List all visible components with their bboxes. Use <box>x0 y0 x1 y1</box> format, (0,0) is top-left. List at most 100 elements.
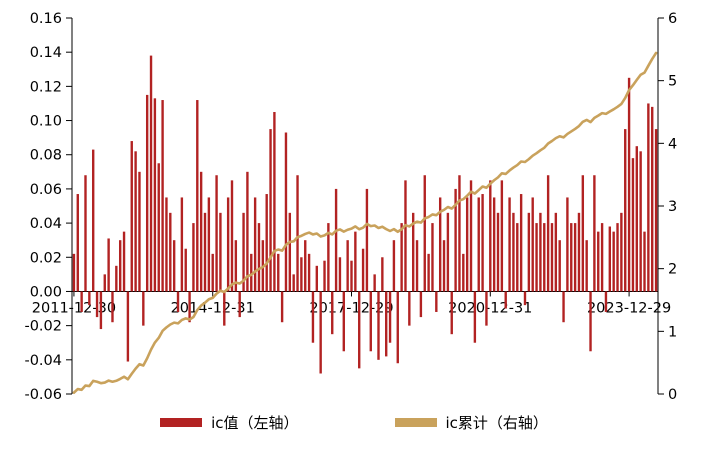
ic-bar <box>157 163 160 292</box>
left-axis-tick-label: 0.06 <box>30 182 62 198</box>
ic-bar <box>385 291 388 357</box>
ic-bar <box>423 175 426 292</box>
ic-bar <box>315 265 319 292</box>
ic-bar <box>142 291 145 326</box>
ic-bar <box>558 240 561 292</box>
ic-bar <box>597 231 600 292</box>
ic-bar <box>277 253 280 292</box>
ic-bar <box>365 188 369 292</box>
ic-bar <box>149 55 153 292</box>
ic-bar <box>585 240 588 292</box>
ic-bar <box>307 253 311 292</box>
ic-bar <box>107 238 110 292</box>
ic-bar <box>199 171 203 292</box>
ic-bar <box>250 253 253 292</box>
ic-bar <box>257 223 261 292</box>
left-axis-tick-label: 0.08 <box>30 148 62 164</box>
ic-bar <box>624 129 627 292</box>
ic-bar <box>392 240 396 292</box>
ic-bar <box>350 260 353 292</box>
ic-bar <box>504 291 507 309</box>
ic-bar <box>134 151 137 292</box>
ic-bar <box>604 291 608 312</box>
ic-bar <box>300 257 303 292</box>
ic-bar <box>253 197 257 292</box>
ic-bar <box>404 180 407 292</box>
ic-bar <box>122 231 126 292</box>
ic-bar <box>573 223 577 292</box>
ic-bar <box>608 226 612 292</box>
ic-bar <box>419 291 423 318</box>
ic-bar <box>485 291 488 326</box>
ic-bar <box>354 231 357 292</box>
ic-bar <box>223 291 226 326</box>
ic-bar <box>118 240 122 292</box>
ic-bar <box>207 197 211 292</box>
ic-bar <box>130 141 133 292</box>
x-axis-tick-label: 2017-12-29 <box>309 300 393 316</box>
ic-bar <box>477 197 480 292</box>
right-axis-tick-label: 3 <box>668 199 677 215</box>
ic-bar <box>481 194 484 292</box>
ic-bar <box>196 100 199 292</box>
ic-bar <box>226 197 230 292</box>
ic-cumulative-swatch <box>394 418 437 427</box>
ic-bar <box>72 253 76 292</box>
ic-bar <box>126 291 130 362</box>
ic-bar <box>516 223 519 292</box>
ic-bar <box>651 106 654 292</box>
ic-bar <box>211 253 214 292</box>
ic-bar <box>273 112 276 292</box>
ic-bar <box>639 151 642 292</box>
ic-bar <box>450 291 453 335</box>
ic-bar <box>462 253 465 292</box>
ic-bar <box>145 94 149 292</box>
legend-label-ic-value: ic值（左轴） <box>211 414 299 432</box>
ic-bar <box>523 291 527 306</box>
left-axis-tick-label: 0.00 <box>30 284 62 300</box>
ic-bar <box>627 77 631 292</box>
ic-bar <box>438 197 442 292</box>
ic-bar <box>269 129 272 292</box>
ic-bar <box>180 197 184 292</box>
ic-bar <box>500 180 504 292</box>
ic-bar <box>115 265 118 292</box>
ic-bar <box>80 291 83 312</box>
x-axis-tick-label: 2011-12-30 <box>32 300 116 316</box>
ic-bar <box>654 129 658 292</box>
ic-bar <box>265 194 268 292</box>
ic-bar <box>153 98 157 292</box>
right-axis-tick-label: 2 <box>668 262 677 278</box>
chart-legend: ic值（左轴） ic累计（右轴） <box>0 412 708 433</box>
ic-bar <box>288 212 292 292</box>
ic-bar <box>176 291 180 312</box>
ic-bar <box>566 197 569 292</box>
ic-bar <box>346 240 349 292</box>
ic-bar <box>188 291 191 323</box>
ic-bar <box>562 291 565 323</box>
ic-bar <box>539 212 542 292</box>
left-axis-tick-label: 0.10 <box>30 114 62 130</box>
ic-bar <box>331 291 334 335</box>
ic-bar <box>169 212 172 292</box>
ic-bar <box>92 149 95 292</box>
ic-bar <box>519 194 523 292</box>
ic-bar <box>535 223 538 292</box>
ic-bar <box>400 223 403 292</box>
left-axis-tick-label: -0.06 <box>24 387 62 403</box>
ic-bar <box>593 175 596 292</box>
ic-bar <box>338 257 342 292</box>
ic-bar <box>454 188 457 292</box>
ic-bar <box>234 240 238 292</box>
ic-bar <box>284 132 288 292</box>
ic-bar <box>612 231 615 292</box>
ic-bar <box>304 240 307 292</box>
ic-bar <box>616 223 619 292</box>
ic-bar <box>138 171 141 292</box>
ic-bar <box>581 175 585 292</box>
ic-bar <box>415 240 419 292</box>
ic-bar <box>531 197 534 292</box>
ic-bar <box>554 212 558 292</box>
ic-bar <box>431 223 434 292</box>
legend-label-ic-cumulative: ic累计（右轴） <box>445 414 548 432</box>
